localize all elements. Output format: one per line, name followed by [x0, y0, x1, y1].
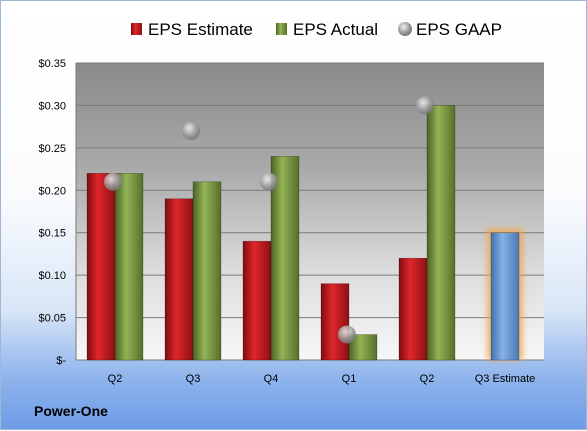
y-tick-label: $0.10: [38, 270, 66, 282]
y-tick-label: $0.05: [38, 313, 66, 325]
bar: [320, 283, 350, 361]
y-tick-label: $0.20: [38, 185, 66, 197]
bar: [164, 198, 194, 361]
gaap-marker: [338, 325, 356, 344]
x-tick-label: Q2: [420, 373, 435, 385]
gaap-marker: [182, 121, 200, 140]
bar: [398, 257, 428, 361]
x-tick-label: Q3: [186, 373, 201, 385]
legend-swatch: [276, 23, 287, 35]
legend-swatch: [398, 22, 412, 36]
y-tick-label: $0.30: [38, 100, 66, 112]
legend-label: EPS Actual: [293, 20, 378, 39]
plot-area: [76, 63, 544, 360]
legend-swatch: [131, 23, 142, 35]
bar: [86, 173, 116, 361]
legend-label: EPS Estimate: [148, 20, 253, 39]
x-tick-label: Q3 Estimate: [475, 373, 536, 385]
bar: [192, 181, 222, 361]
gaap-marker: [104, 172, 122, 191]
bar: [114, 173, 144, 361]
company-name: Power-One: [34, 403, 108, 419]
legend-label: EPS GAAP: [416, 20, 502, 39]
x-tick-label: Q4: [264, 373, 279, 385]
y-tick-label: $0.25: [38, 143, 66, 155]
bar: [270, 156, 300, 361]
bar: [242, 240, 272, 361]
gaap-marker: [416, 96, 434, 115]
bar: [490, 232, 520, 361]
gaap-marker: [260, 172, 278, 191]
y-tick-label: $-: [56, 355, 66, 367]
x-tick-label: Q1: [342, 373, 357, 385]
bar: [426, 105, 456, 361]
y-tick-label: $0.35: [38, 58, 66, 70]
x-tick-label: Q2: [108, 373, 123, 385]
y-tick-label: $0.15: [38, 228, 66, 240]
